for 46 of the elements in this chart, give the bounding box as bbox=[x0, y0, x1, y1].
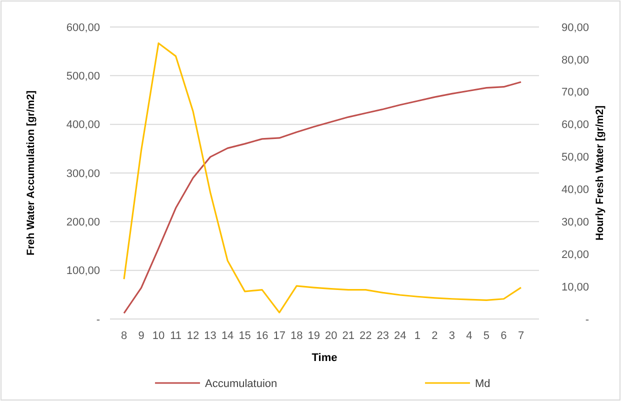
x-tick-label: 11 bbox=[170, 330, 182, 342]
y2-tick-label: 60,00 bbox=[561, 119, 589, 132]
y-tick-label: 600,00 bbox=[66, 22, 100, 34]
y2-tick-label: 30,00 bbox=[561, 216, 589, 229]
y-tick-label: 500,00 bbox=[66, 70, 100, 83]
y-tick-label: 100,00 bbox=[66, 265, 100, 278]
x-tick-label: 1 bbox=[414, 330, 420, 342]
x-tick-label: 15 bbox=[238, 330, 251, 342]
x-tick-label: 20 bbox=[325, 330, 338, 342]
x-tick-label: 22 bbox=[360, 330, 372, 342]
legend-label: Md bbox=[475, 378, 490, 390]
x-tick-label: 9 bbox=[138, 330, 144, 342]
legend-label: Accumulatuion bbox=[205, 378, 278, 390]
y-axis-title: Freh Water Accumulation [gr/m2] bbox=[25, 90, 37, 256]
x-tick-label: 14 bbox=[221, 330, 234, 342]
x-tick-label: 18 bbox=[290, 330, 303, 342]
y2-tick-label: 70,00 bbox=[561, 86, 589, 99]
y2-tick-label: 40,00 bbox=[561, 184, 589, 196]
x-tick-label: 23 bbox=[376, 330, 390, 342]
y2-tick-label: 50,00 bbox=[561, 152, 589, 164]
x-tick-label: 21 bbox=[342, 330, 355, 342]
y2-axis-title: Hourly Fresh Water [gr/m2] bbox=[594, 106, 606, 240]
y-tick-label: 200,00 bbox=[66, 216, 100, 229]
y2-tick-label: 90,00 bbox=[561, 22, 589, 34]
y2-tick-label: 80,00 bbox=[561, 54, 589, 66]
y2-tick-label: 10,00 bbox=[561, 281, 589, 294]
x-tick-label: 5 bbox=[483, 330, 490, 342]
x-tick-label: 3 bbox=[448, 330, 456, 342]
x-tick-label: 24 bbox=[394, 330, 406, 342]
x-tick-label: 4 bbox=[466, 330, 472, 342]
y2-tick-label: 20,00 bbox=[561, 248, 589, 261]
y-tick-label: - bbox=[96, 314, 100, 326]
y-tick-label: 300,00 bbox=[66, 168, 100, 180]
x-tick-label: 10 bbox=[152, 330, 165, 342]
x-tick-label: 2 bbox=[432, 330, 438, 342]
x-tick-label: 12 bbox=[186, 330, 200, 342]
x-tick-label: 7 bbox=[518, 330, 524, 342]
x-tick-label: 19 bbox=[308, 330, 320, 342]
x-tick-label: 13 bbox=[204, 330, 216, 342]
x-tick-label: 8 bbox=[120, 330, 128, 342]
x-tick-label: 17 bbox=[273, 330, 286, 342]
x-tick-label: 6 bbox=[500, 330, 507, 342]
x-axis-title: Time bbox=[312, 352, 338, 364]
y2-tick-label: - bbox=[585, 314, 590, 326]
x-tick-label: 16 bbox=[256, 330, 268, 342]
y-tick-label: 400,00 bbox=[66, 119, 100, 132]
